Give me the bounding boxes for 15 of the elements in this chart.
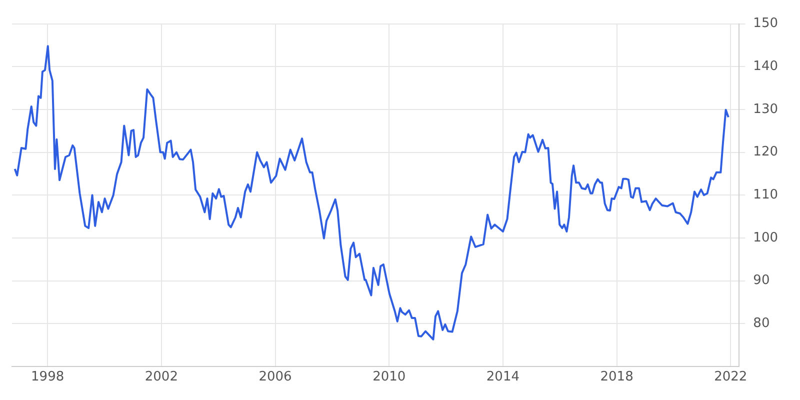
- y-tick-label: 130: [753, 102, 778, 117]
- x-tick-label: 1998: [31, 370, 64, 385]
- x-tick-label: 2022: [714, 370, 748, 385]
- y-tick-label: 150: [753, 16, 778, 32]
- y-tick-label: 100: [753, 230, 778, 246]
- x-tick-label: 2010: [372, 370, 406, 385]
- x-tick-label: 2014: [486, 370, 520, 385]
- x-tick-label: 2006: [258, 370, 292, 385]
- x-tick-label: 2018: [600, 370, 634, 385]
- y-tick-label: 90: [753, 273, 770, 288]
- y-tick-label: 80: [753, 316, 770, 331]
- y-tick-label: 140: [753, 59, 778, 74]
- x-tick-label: 2002: [144, 370, 178, 385]
- y-tick-label: 120: [753, 144, 778, 160]
- y-tick-label: 110: [753, 187, 778, 202]
